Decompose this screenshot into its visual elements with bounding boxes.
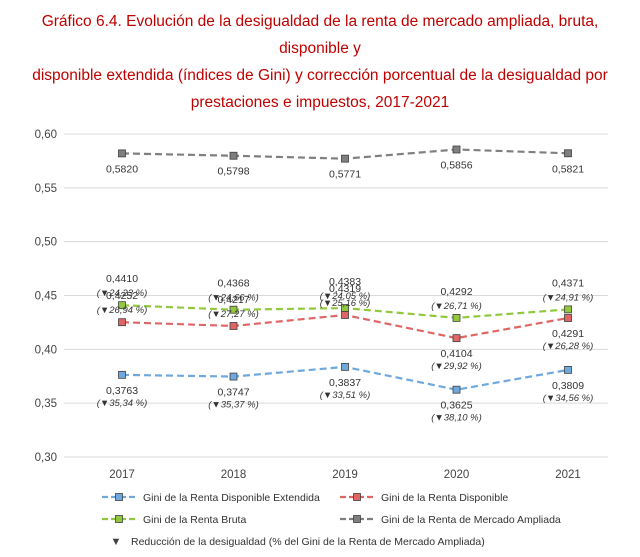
legend-label-mercado: Gini de la Renta de Mercado Ampliada [381, 514, 561, 526]
data-point-bruta [452, 313, 461, 322]
x-tick-label: 2021 [555, 469, 581, 481]
data-point-disponible [229, 322, 238, 330]
value-label-extendida: 0,3837 [329, 377, 361, 389]
value-label-extendida: 0,3763 [106, 385, 138, 397]
legend-label-extendida: Gini de la Renta Disponible Extendida [143, 492, 320, 504]
reduction-label-disponible: (▼26,94 %) [97, 305, 148, 316]
reduction-label-disponible: (▼29,92 %) [431, 361, 482, 372]
value-label-extendida: 0,3625 [440, 400, 472, 412]
x-tick-label: 2017 [109, 469, 135, 481]
data-point-bruta [229, 305, 238, 314]
data-point-mercado [452, 145, 461, 154]
y-tick-label: 0,60 [35, 129, 57, 141]
y-tick-label: 0,45 [35, 291, 57, 303]
legend-label-disponible: Gini de la Renta Disponible [381, 492, 508, 504]
x-tick-label: 2018 [221, 469, 247, 481]
x-tick-label: 2020 [444, 469, 470, 481]
value-label-bruta: 0,4383 [329, 276, 361, 288]
reduction-label-bruta: (▼24,05 %) [320, 291, 371, 302]
data-point-extendida [452, 385, 461, 394]
y-tick-label: 0,30 [35, 452, 57, 464]
legend-marker-bruta [115, 515, 123, 523]
value-label-disponible: 0,4291 [552, 328, 584, 340]
data-point-extendida [118, 370, 126, 379]
data-point-disponible [118, 318, 126, 327]
value-label-mercado: 0,5771 [329, 169, 361, 181]
reduction-label-bruta: (▼26,71 %) [431, 301, 482, 312]
legend-label-reduction: Reducción de la desigualdad (% del Gini … [131, 536, 485, 548]
value-label-bruta: 0,4410 [106, 273, 138, 285]
data-point-extendida [229, 372, 238, 381]
reduction-label-disponible: (▼27,27 %) [208, 309, 259, 320]
data-point-bruta [564, 305, 572, 314]
value-label-bruta: 0,4371 [552, 277, 584, 289]
title-line-2: disponible extendida (índices de Gini) y… [32, 67, 608, 84]
data-point-disponible [564, 314, 572, 322]
value-label-mercado: 0,5856 [440, 160, 472, 172]
legend-triangle-icon: ▼ [111, 536, 122, 548]
value-label-bruta: 0,4292 [440, 286, 472, 298]
y-tick-label: 0,40 [35, 344, 57, 356]
data-point-mercado [229, 151, 238, 160]
y-tick-label: 0,55 [35, 183, 57, 195]
data-point-extendida [564, 365, 572, 374]
title-line-1: Gráfico 6.4. Evolución de la desigualdad… [41, 13, 599, 57]
legend-marker-extendida [115, 493, 123, 501]
reduction-label-extendida: (▼34,56 %) [543, 393, 594, 404]
reduction-label-disponible: (▼25,16 %) [320, 298, 371, 309]
x-tick-label: 2019 [332, 469, 358, 481]
reduction-label-bruta: (▼24,91 %) [543, 292, 594, 303]
value-label-disponible: 0,4217 [217, 294, 249, 306]
value-label-bruta: 0,4368 [217, 278, 249, 290]
value-label-extendida: 0,3747 [217, 387, 249, 399]
value-label-mercado: 0,5821 [552, 163, 584, 175]
reduction-label-extendida: (▼33,51 %) [320, 390, 371, 401]
value-label-disponible: 0,4319 [329, 283, 361, 295]
value-label-disponible: 0,4104 [440, 348, 472, 360]
value-label-mercado: 0,5820 [106, 163, 138, 175]
data-point-mercado [341, 154, 349, 163]
value-label-mercado: 0,5798 [217, 166, 249, 178]
reduction-label-bruta: (▼24,23 %) [97, 288, 148, 299]
reduction-label-extendida: (▼38,10 %) [431, 413, 482, 424]
data-point-mercado [564, 149, 572, 158]
y-tick-label: 0,35 [35, 398, 57, 410]
chart-title: Gráfico 6.4. Evolución de la desigualdad… [10, 8, 630, 116]
legend-marker-disponible [353, 493, 361, 501]
reduction-label-extendida: (▼35,34 %) [97, 398, 148, 409]
reduction-label-extendida: (▼35,37 %) [208, 400, 259, 411]
legend-marker-mercado [353, 515, 361, 523]
data-point-disponible [341, 311, 349, 319]
y-tick-label: 0,50 [35, 237, 57, 249]
legend-label-bruta: Gini de la Renta Bruta [143, 514, 246, 526]
data-point-mercado [118, 149, 126, 158]
value-label-extendida: 0,3809 [552, 380, 584, 392]
reduction-label-bruta: (▼24,66 %) [208, 293, 259, 304]
data-point-extendida [341, 362, 349, 371]
data-point-disponible [452, 334, 461, 343]
value-label-disponible: 0,4252 [106, 290, 138, 302]
data-point-bruta [118, 301, 126, 310]
title-line-3: prestaciones e impuestos, 2017-2021 [190, 94, 450, 111]
reduction-label-disponible: (▼26,28 %) [543, 341, 594, 352]
